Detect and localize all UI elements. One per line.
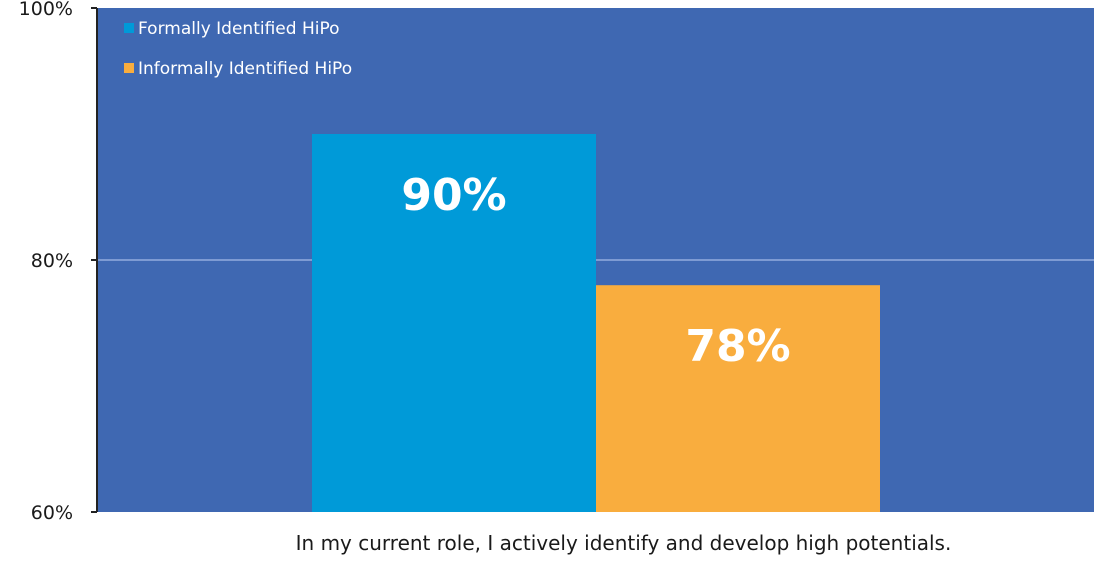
y-tick-label: 80% (31, 250, 73, 272)
y-tick-label: 60% (31, 502, 73, 524)
legend-label: Informally Identified HiPo (138, 59, 352, 79)
bar-value-label: 90% (401, 170, 506, 221)
bar-1 (596, 285, 880, 512)
y-tick-label: 100% (19, 0, 73, 20)
axes: 60% 80% 100% (19, 0, 98, 524)
bars: 90% 78% (312, 134, 880, 512)
bar-0 (312, 134, 596, 512)
legend-swatch (124, 63, 134, 73)
legend-swatch (124, 23, 134, 33)
legend: Formally Identified HiPo Informally Ident… (124, 19, 352, 79)
legend-label: Formally Identified HiPo (138, 19, 340, 39)
x-axis-label: In my current role, I actively identify … (296, 531, 952, 555)
bar-value-label: 78% (685, 321, 790, 372)
